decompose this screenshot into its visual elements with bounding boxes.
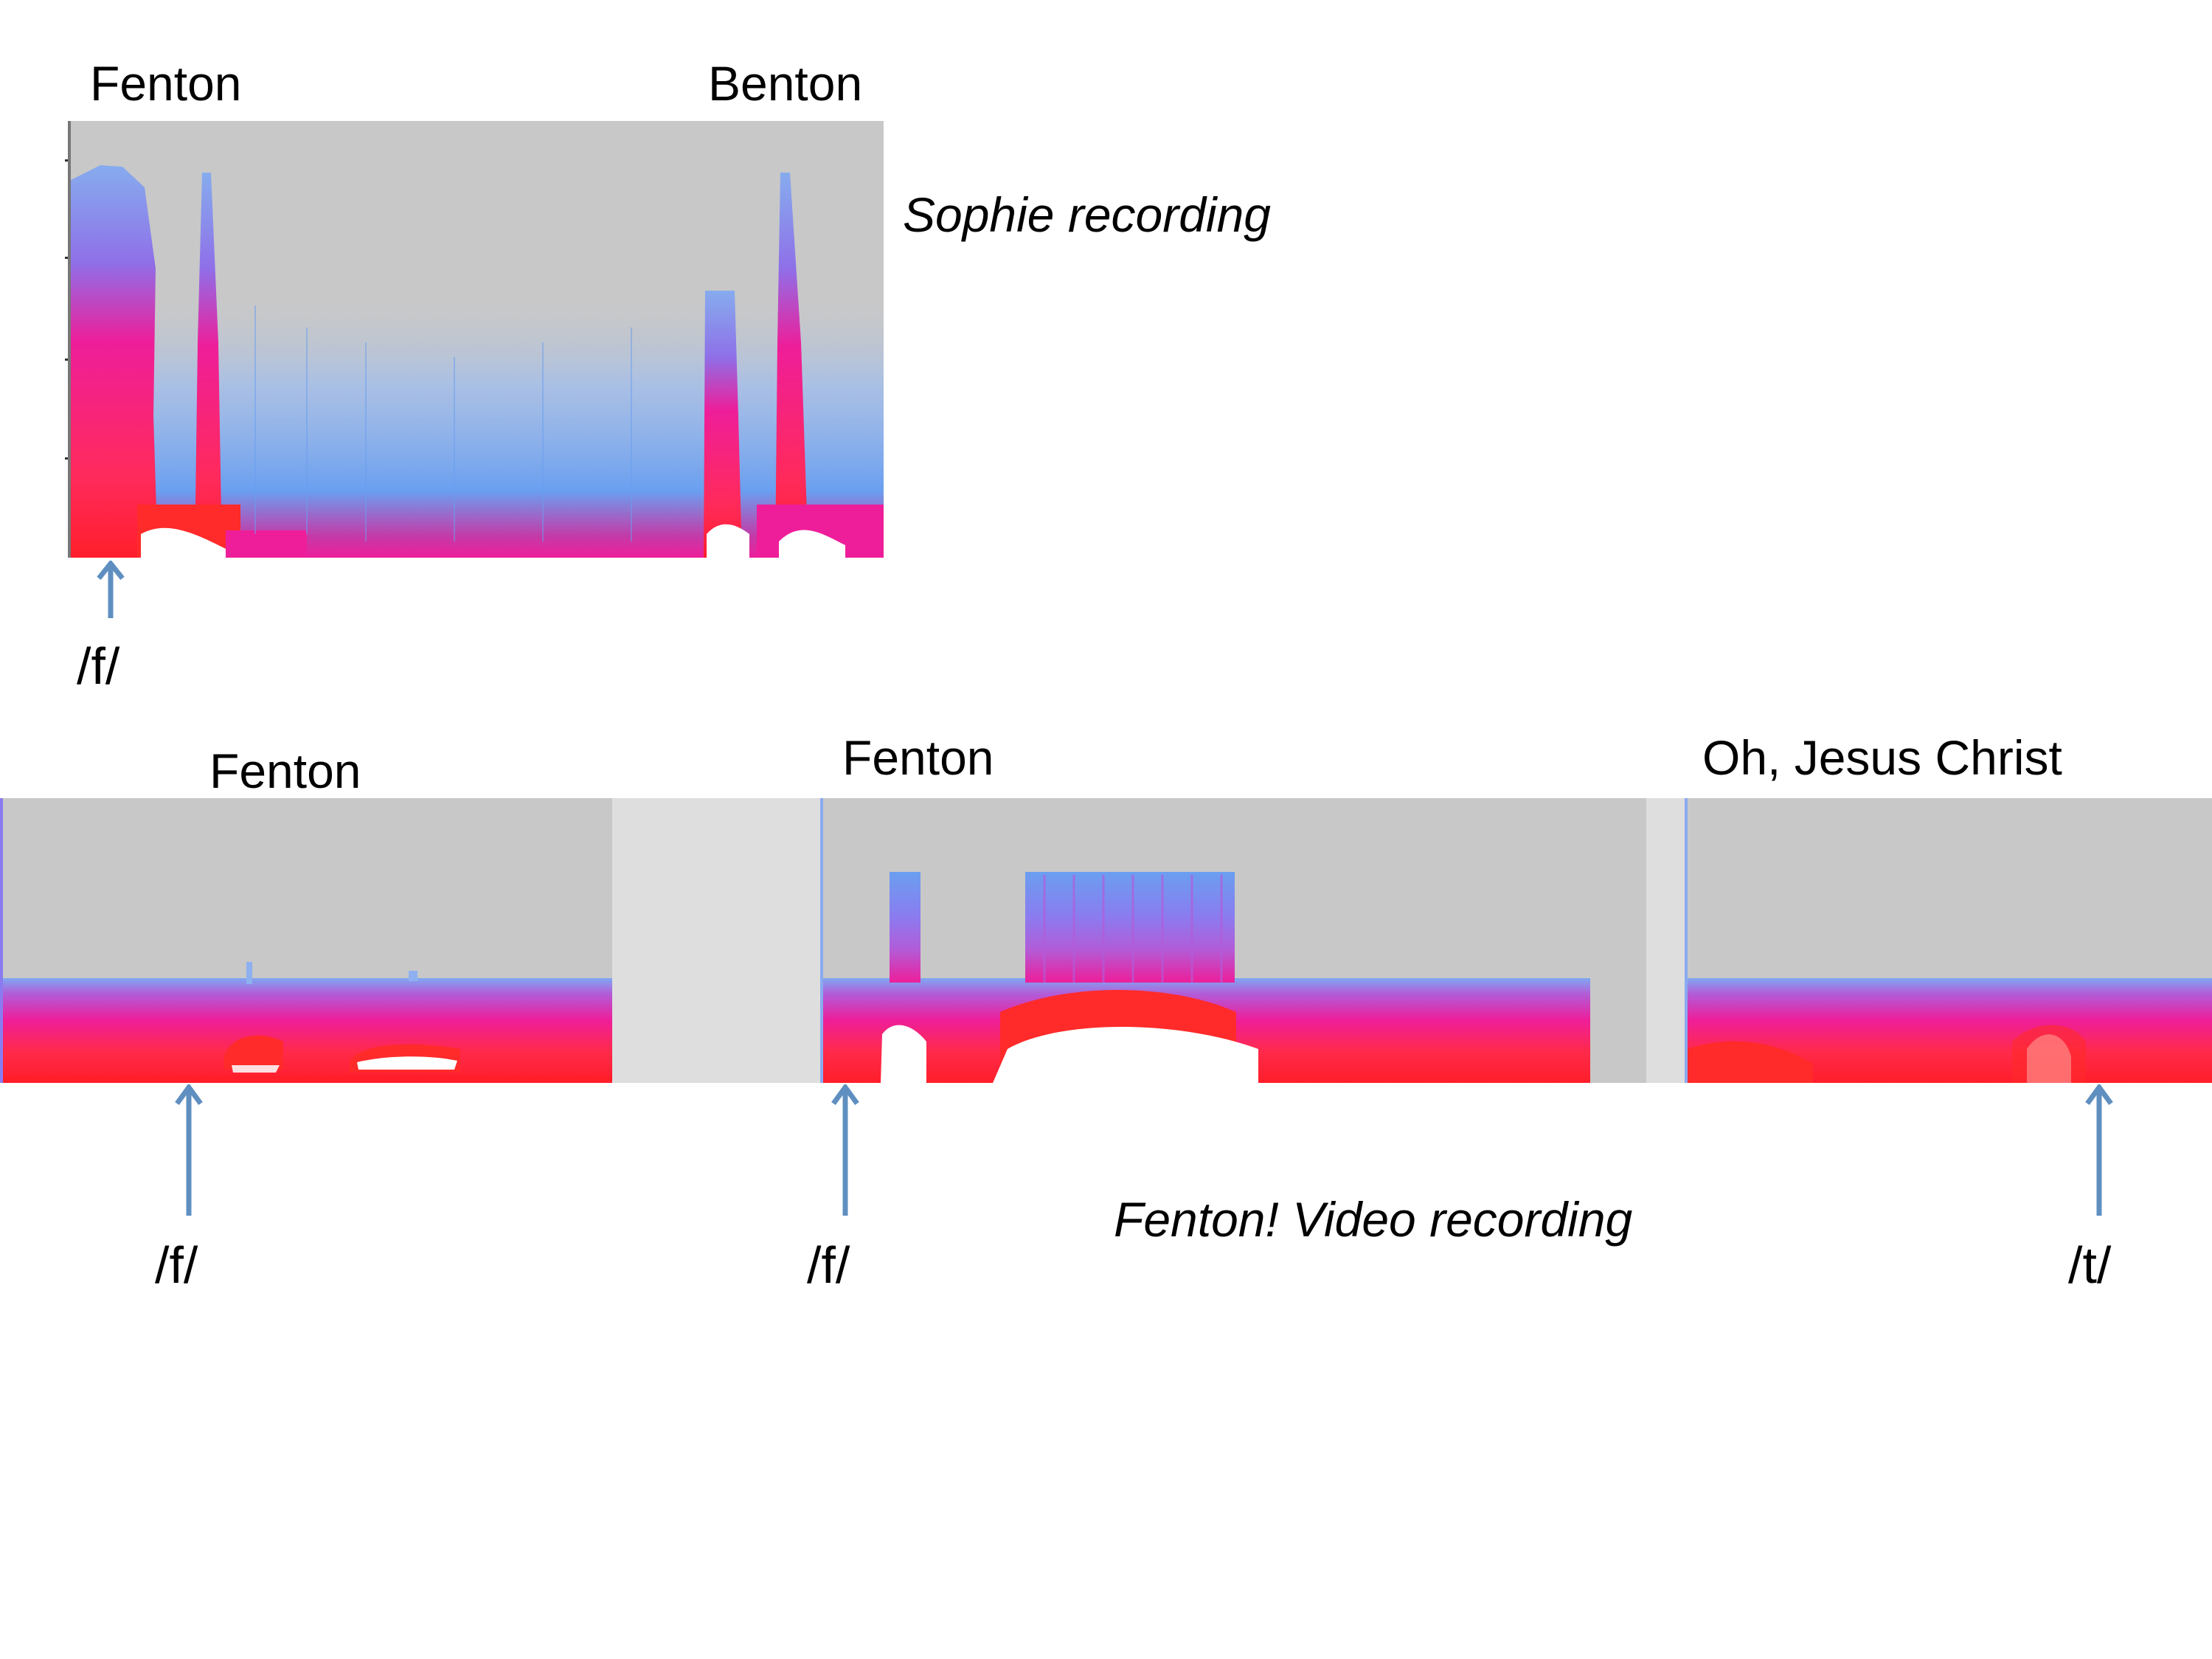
up-arrow-icon <box>97 561 125 618</box>
panel-gap <box>609 798 820 1083</box>
spectrogram-sophie <box>68 121 884 558</box>
phoneme-top-f: /f/ <box>77 637 120 695</box>
phoneme-panel2: /f/ <box>807 1236 850 1294</box>
panel3-word: Oh, Jesus Christ <box>1702 730 2062 785</box>
phoneme-panel1: /f/ <box>155 1236 198 1294</box>
panel2-word: Fenton <box>842 730 994 785</box>
spectrogram-panel2 <box>820 798 1646 1083</box>
phoneme-panel3: /t/ <box>2068 1236 2112 1294</box>
up-arrow-icon <box>2085 1084 2113 1216</box>
axis-tick <box>65 159 69 162</box>
spectrogram-panel1 <box>0 798 612 1083</box>
panel1-word: Fenton <box>209 744 361 798</box>
caption-video-recording: Fenton! Video recording <box>1114 1192 1633 1247</box>
spectrogram-panel3 <box>1685 798 2212 1083</box>
top-word-fenton: Fenton <box>90 56 242 111</box>
top-word-benton: Benton <box>708 56 863 111</box>
axis-tick <box>65 257 69 259</box>
panel-gap <box>1643 798 1685 1083</box>
up-arrow-icon <box>175 1084 203 1216</box>
axis-tick <box>65 359 69 361</box>
caption-sophie-recording: Sophie recording <box>903 187 1271 242</box>
axis-tick <box>65 457 69 460</box>
up-arrow-icon <box>831 1084 859 1216</box>
